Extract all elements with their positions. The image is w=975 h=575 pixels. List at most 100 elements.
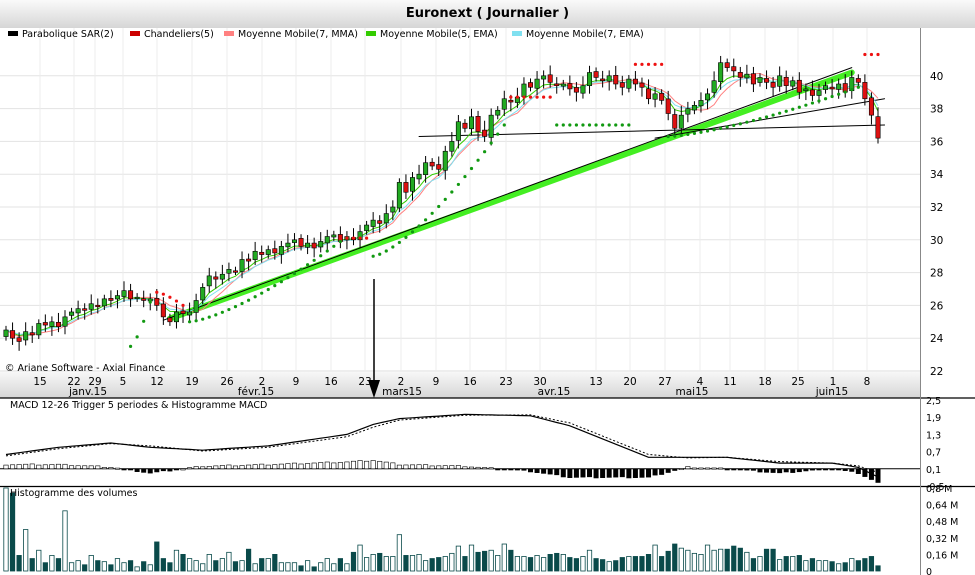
- legend-swatch: [224, 31, 234, 36]
- macd-histogram-bar: [180, 468, 186, 471]
- sar-dot: [660, 62, 664, 66]
- volume-bar: [409, 555, 416, 572]
- volume-bar: [586, 549, 593, 572]
- candle-body: [160, 303, 166, 318]
- candle-body: [691, 105, 697, 111]
- sar-dot: [161, 292, 165, 296]
- candle-body: [659, 93, 665, 101]
- volume-bar: [626, 556, 632, 572]
- legend-swatch: [366, 31, 376, 36]
- volume-bar: [291, 562, 298, 572]
- volume-bar: [704, 544, 711, 572]
- candle-body: [777, 75, 783, 87]
- macd-histogram-bar: [737, 468, 743, 471]
- macd-histogram-bar: [528, 468, 534, 473]
- x-tick-label: 13: [589, 376, 602, 388]
- candle-body: [718, 62, 724, 83]
- candle-body: [685, 108, 691, 115]
- macd-histogram-bar: [423, 464, 429, 470]
- candle-body: [469, 116, 475, 130]
- sar-dot: [489, 141, 493, 145]
- legend-label: Moyenne Mobile(5, EMA): [380, 29, 498, 40]
- candle-body: [265, 249, 271, 255]
- macd-histogram-bar: [449, 465, 455, 470]
- x-tick-label: 16: [324, 376, 338, 388]
- candle-body: [619, 82, 625, 88]
- macd-histogram-bar: [82, 465, 88, 470]
- volume-bar: [665, 550, 671, 572]
- macd-histogram-bar: [252, 464, 258, 470]
- macd-histogram-bar: [632, 468, 638, 478]
- sar-dot: [561, 123, 565, 127]
- month-label: févr.15: [238, 386, 274, 398]
- macd-histogram-bar: [311, 462, 317, 470]
- macd-histogram-bar: [239, 465, 245, 470]
- volume-bar: [554, 552, 560, 572]
- macd-histogram-bar: [646, 468, 652, 478]
- x-tick-label: 18: [758, 376, 771, 388]
- x-tick-label: 27: [658, 376, 671, 388]
- legend-swatch: [130, 31, 140, 36]
- sar-dot: [725, 125, 729, 129]
- sar-dot: [673, 134, 677, 138]
- sar-dot: [312, 258, 316, 262]
- x-tick-label: 4: [697, 376, 704, 388]
- macd-histogram-bar: [534, 468, 540, 473]
- candle-body: [154, 298, 160, 306]
- volume-bar: [186, 558, 193, 572]
- volume-tick-label: 0,32 M: [926, 534, 958, 545]
- candle-body: [534, 78, 540, 89]
- sar-dot: [319, 254, 323, 258]
- sar-dot: [535, 95, 539, 99]
- price-tick-label: 30: [930, 235, 943, 247]
- macd-histogram-bar: [593, 468, 599, 479]
- volume-bar: [141, 561, 147, 572]
- candle-body: [442, 150, 448, 171]
- sar-dot: [358, 236, 362, 240]
- candle-body: [423, 162, 429, 175]
- candle-body: [370, 219, 376, 227]
- x-tick-label: 30: [533, 376, 546, 388]
- volume-bar: [849, 558, 855, 572]
- sar-dot: [502, 123, 506, 127]
- volume-bar: [711, 549, 717, 572]
- macd-histogram-bar: [600, 468, 606, 478]
- trend-line: [162, 67, 853, 321]
- macd-histogram-bar: [364, 460, 370, 470]
- sar-dot: [404, 235, 408, 239]
- candle-body: [632, 78, 638, 85]
- volume-bar: [272, 554, 278, 572]
- macd-histogram-bar: [803, 468, 809, 472]
- sar-dot: [286, 276, 290, 280]
- candle-body: [665, 98, 671, 114]
- legend-label: Chandeliers(5): [144, 29, 214, 40]
- sar-dot: [142, 319, 146, 323]
- sar-dot: [528, 95, 533, 99]
- macd-histogram-bar: [678, 468, 684, 471]
- volume-bar: [541, 557, 547, 572]
- sar-dot: [646, 62, 651, 66]
- candle-body: [232, 270, 238, 273]
- volume-bar: [147, 564, 153, 572]
- candle-body: [42, 322, 48, 326]
- legend-swatch: [512, 31, 522, 36]
- macd-histogram-bar: [318, 462, 324, 470]
- legend: Parabolique SAR(2) Chandeliers(5) Moyenne …: [8, 29, 644, 40]
- sar-dot: [679, 133, 683, 137]
- macd-histogram-bar: [573, 468, 579, 478]
- candle-body: [180, 310, 186, 314]
- candle-body: [23, 331, 29, 341]
- sar-dot: [227, 307, 231, 312]
- volume-bar: [619, 557, 625, 572]
- trend-lines: [162, 67, 886, 322]
- volume-bar: [200, 563, 206, 572]
- volume-bar: [226, 551, 232, 572]
- volume-bar: [842, 562, 848, 572]
- macd-histogram-bar: [455, 465, 461, 470]
- sar-dot: [220, 310, 224, 314]
- price-tick-label: 40: [930, 71, 943, 83]
- candle-body: [613, 75, 619, 85]
- candle-body: [521, 83, 527, 97]
- candle-body: [278, 246, 284, 255]
- sar-dot: [391, 245, 395, 249]
